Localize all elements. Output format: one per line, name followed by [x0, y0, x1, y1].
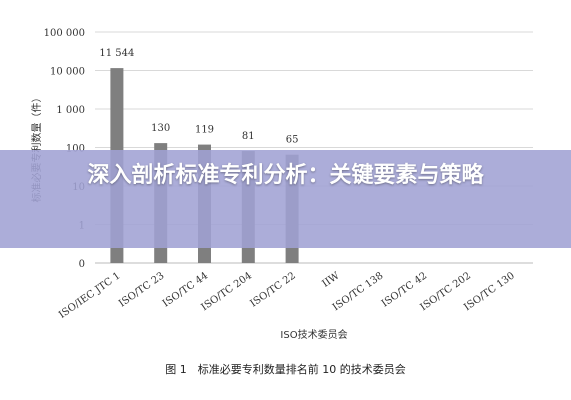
data-label: 130: [151, 123, 170, 134]
data-label: 119: [195, 125, 214, 136]
y-tick-label: 10 000: [50, 67, 85, 78]
data-label: 65: [286, 135, 299, 146]
banner-title: 深入剖析标准专利分析：关键要素与策略: [87, 163, 484, 188]
figure-caption: 图 1 标准必要专利数量排名前 10 的技术委员会: [165, 363, 406, 376]
y-tick-label: 100 000: [44, 28, 85, 39]
data-label: 81: [242, 131, 255, 142]
x-tick-label: IIW: [320, 270, 342, 290]
data-label: 11 544: [99, 48, 134, 59]
x-tick-label: ISO/TC 23: [117, 270, 166, 309]
title-banner: 深入剖析标准专利分析：关键要素与策略: [0, 150, 571, 248]
x-tick-label: ISO/TC 22: [248, 270, 297, 309]
x-axis-title: ISO技术委员会: [280, 328, 347, 341]
y-tick-label: 1 000: [56, 105, 85, 116]
y-tick-label: 0: [79, 259, 85, 270]
x-tick-label: ISO/IEC JTC 1: [57, 270, 123, 320]
y-tick-label: 100: [66, 144, 85, 155]
